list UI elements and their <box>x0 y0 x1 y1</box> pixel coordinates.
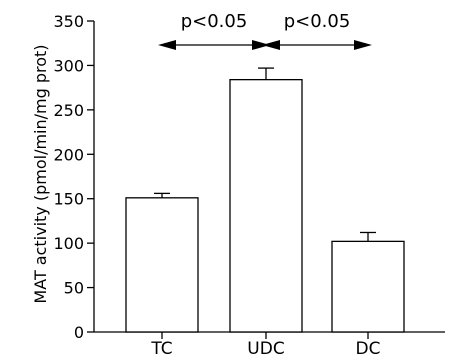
x-tick-label-tc: TC <box>150 339 172 356</box>
x-tick-label-udc: UDC <box>247 339 284 356</box>
y-tick-label: 150 <box>53 190 84 209</box>
arrow-head-right <box>252 40 270 50</box>
y-tick-label: 200 <box>53 145 84 164</box>
y-tick-label: 0 <box>74 323 84 342</box>
y-axis-label: MAT activity (pmol/min/mg prot) <box>31 44 50 303</box>
y-tick-label: 350 <box>53 12 84 31</box>
significance-arrow-1 <box>158 40 270 50</box>
y-tick-label: 50 <box>64 279 84 298</box>
y-ticks: 0 50 100 150 200 250 300 350 <box>53 12 94 342</box>
bar-udc <box>229 78 303 333</box>
significance-arrow-2 <box>262 40 372 50</box>
arrow-head-right <box>354 40 372 50</box>
p-value-label: p<0.05 <box>284 11 351 32</box>
bar-tc <box>125 197 199 333</box>
arrow-head-left <box>158 40 176 50</box>
bars <box>125 78 405 333</box>
x-tick-label-dc: DC <box>356 339 381 356</box>
y-tick-label: 250 <box>53 101 84 120</box>
error-bars <box>154 67 376 242</box>
x-tick-labels: TC UDC DC <box>150 332 380 356</box>
significance-annotations: p<0.05 p<0.05 <box>158 11 372 50</box>
p-value-label: p<0.05 <box>181 11 248 32</box>
bar-dc <box>331 240 405 333</box>
arrow-head-left <box>262 40 280 50</box>
y-tick-label: 300 <box>53 56 84 75</box>
y-tick-label: 100 <box>53 234 84 253</box>
